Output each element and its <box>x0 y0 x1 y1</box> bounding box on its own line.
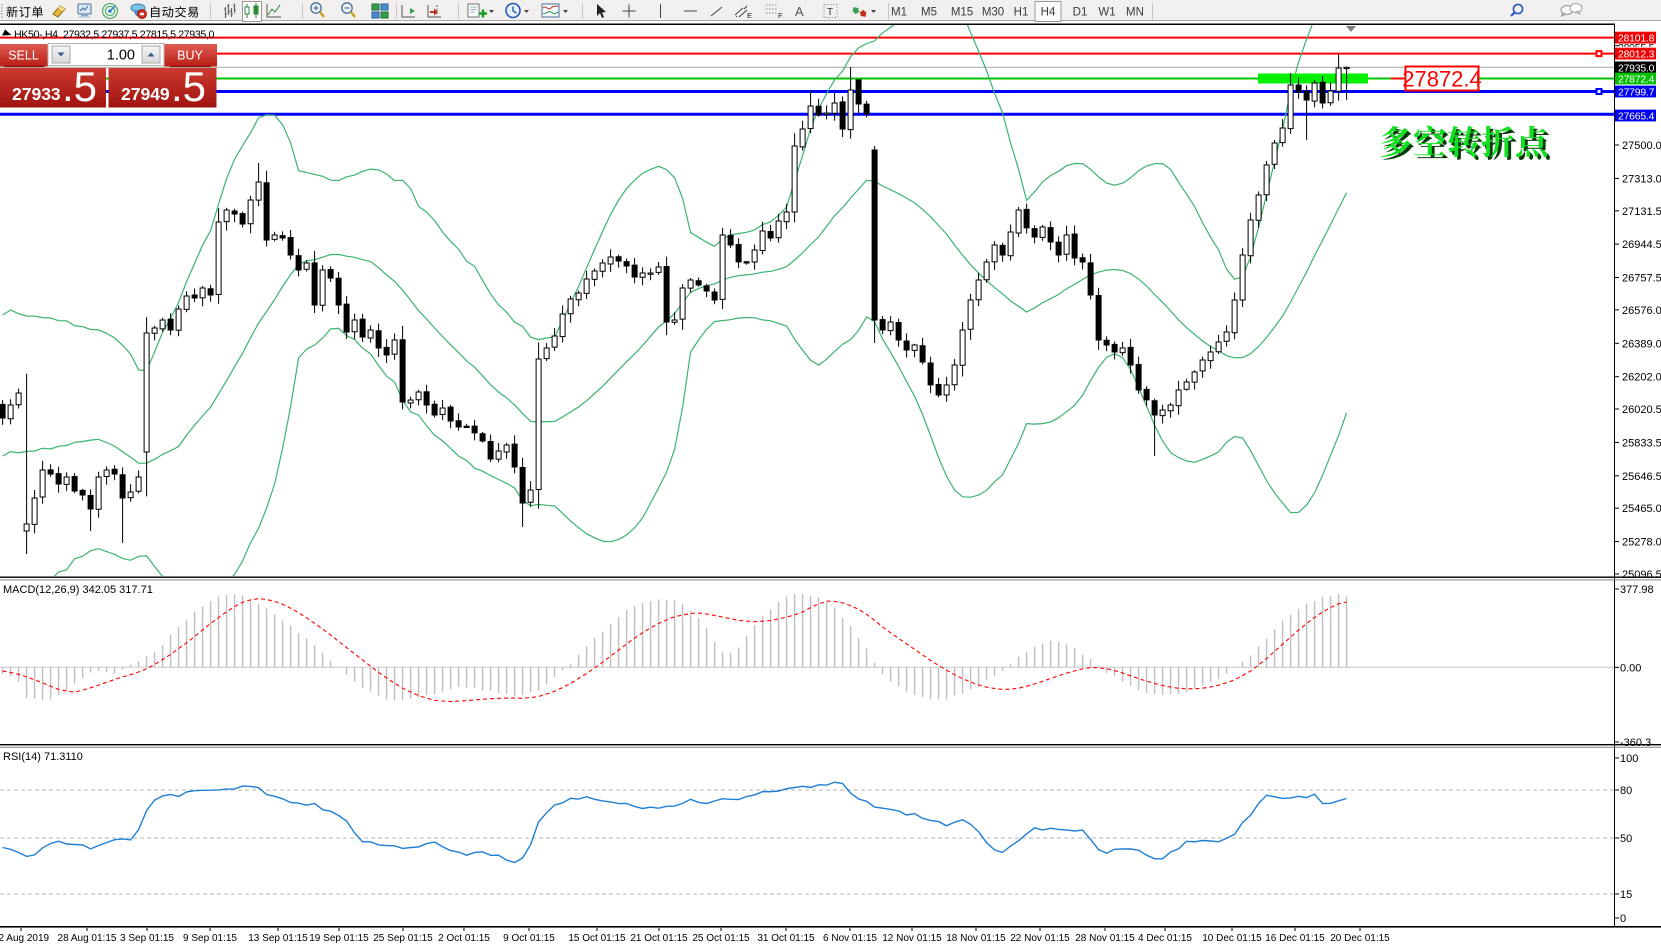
svg-text:26389.0: 26389.0 <box>1622 338 1661 350</box>
svg-text:25465.0: 25465.0 <box>1622 503 1661 515</box>
svg-text:M5: M5 <box>921 7 937 19</box>
svg-text:26202.0: 26202.0 <box>1622 372 1661 384</box>
svg-text:27949: 27949 <box>121 84 170 104</box>
svg-text:0.00: 0.00 <box>1620 662 1641 674</box>
svg-text:25278.0: 25278.0 <box>1622 537 1661 549</box>
svg-text:27933: 27933 <box>12 84 61 104</box>
svg-text:.5: .5 <box>62 63 97 110</box>
svg-text:3 Sep 01:15: 3 Sep 01:15 <box>120 933 174 944</box>
svg-text:19 Sep 01:15: 19 Sep 01:15 <box>309 933 369 944</box>
svg-text:27799.7: 27799.7 <box>1618 87 1655 98</box>
svg-text:12 Nov 01:15: 12 Nov 01:15 <box>882 933 942 944</box>
svg-text:16 Dec 01:15: 16 Dec 01:15 <box>1265 933 1325 944</box>
svg-text:28012.3: 28012.3 <box>1618 50 1655 61</box>
svg-text:100: 100 <box>1620 753 1638 765</box>
svg-text:27935.0: 27935.0 <box>1618 63 1655 74</box>
svg-text:13 Sep 01:15: 13 Sep 01:15 <box>248 933 308 944</box>
svg-text:M30: M30 <box>982 7 1004 19</box>
svg-text:26757.5: 26757.5 <box>1622 273 1661 285</box>
svg-text:50: 50 <box>1620 833 1632 845</box>
svg-text:21 Oct 01:15: 21 Oct 01:15 <box>630 933 688 944</box>
svg-text:6 Nov 01:15: 6 Nov 01:15 <box>823 933 877 944</box>
svg-text:MN: MN <box>1126 7 1144 19</box>
svg-text:28 Aug 01:15: 28 Aug 01:15 <box>58 933 117 944</box>
svg-text:27131.5: 27131.5 <box>1622 206 1661 218</box>
svg-text:M15: M15 <box>951 7 973 19</box>
svg-text:-360.3: -360.3 <box>1620 737 1651 749</box>
svg-text:26944.5: 26944.5 <box>1622 239 1661 251</box>
svg-text:2 Oct 01:15: 2 Oct 01:15 <box>438 933 490 944</box>
svg-text:377.98: 377.98 <box>1620 584 1654 596</box>
svg-text:22 Nov 01:15: 22 Nov 01:15 <box>1010 933 1070 944</box>
svg-text:25096.5: 25096.5 <box>1622 569 1661 581</box>
svg-text:E: E <box>747 11 752 20</box>
svg-text:27500.0: 27500.0 <box>1622 140 1661 152</box>
svg-text:28055.5: 28055.5 <box>1618 43 1655 54</box>
svg-text:HK50-,H4 27932,5 27937,5 2781: HK50-,H4 27932,5 27937,5 27815,5 27935,0 <box>14 29 215 41</box>
svg-text:27872.4: 27872.4 <box>1618 74 1655 85</box>
svg-text:26576.0: 26576.0 <box>1622 305 1661 317</box>
svg-text:28 Nov 01:15: 28 Nov 01:15 <box>1075 933 1135 944</box>
svg-text:10 Dec 01:15: 10 Dec 01:15 <box>1202 933 1262 944</box>
svg-text:MACD(12,26,9) 342.05 317.71: MACD(12,26,9) 342.05 317.71 <box>3 584 153 596</box>
svg-text:27313.0: 27313.0 <box>1622 173 1661 185</box>
svg-text:22 Aug 2019: 22 Aug 2019 <box>0 933 50 944</box>
svg-text:M1: M1 <box>891 7 907 19</box>
svg-text:.5: .5 <box>171 63 206 110</box>
svg-text:26020.5: 26020.5 <box>1622 404 1661 416</box>
svg-text:28101.8: 28101.8 <box>1618 34 1655 45</box>
svg-text:BUY: BUY <box>177 49 203 63</box>
svg-text:0: 0 <box>1620 913 1626 925</box>
svg-text:27665.4: 27665.4 <box>1618 111 1655 122</box>
svg-text:25833.5: 25833.5 <box>1622 437 1661 449</box>
svg-text:31 Oct 01:15: 31 Oct 01:15 <box>757 933 815 944</box>
svg-text:25646.5: 25646.5 <box>1622 471 1661 483</box>
svg-text:A: A <box>795 4 804 19</box>
svg-text:25 Oct 01:15: 25 Oct 01:15 <box>692 933 750 944</box>
svg-text:1.00: 1.00 <box>107 48 135 64</box>
svg-text:H1: H1 <box>1014 7 1029 19</box>
svg-text:D1: D1 <box>1073 7 1088 19</box>
svg-text:80: 80 <box>1620 785 1632 797</box>
svg-text:T: T <box>827 7 833 18</box>
svg-text:20 Dec 01:15: 20 Dec 01:15 <box>1330 933 1390 944</box>
svg-text:18 Nov 01:15: 18 Nov 01:15 <box>946 933 1006 944</box>
svg-text:9 Sep 01:15: 9 Sep 01:15 <box>183 933 237 944</box>
svg-text:9 Oct 01:15: 9 Oct 01:15 <box>503 933 555 944</box>
svg-text:SELL: SELL <box>8 49 39 63</box>
svg-text:4 Dec 01:15: 4 Dec 01:15 <box>1138 933 1192 944</box>
svg-text:F: F <box>778 11 783 20</box>
svg-text:15: 15 <box>1620 889 1632 901</box>
svg-text:25 Sep 01:15: 25 Sep 01:15 <box>373 933 433 944</box>
svg-text:27872.4: 27872.4 <box>1402 67 1482 92</box>
svg-text:W1: W1 <box>1098 7 1115 19</box>
svg-text:RSI(14) 71.3110: RSI(14) 71.3110 <box>3 751 83 763</box>
svg-text:15 Oct 01:15: 15 Oct 01:15 <box>568 933 626 944</box>
svg-text:H4: H4 <box>1041 7 1056 19</box>
